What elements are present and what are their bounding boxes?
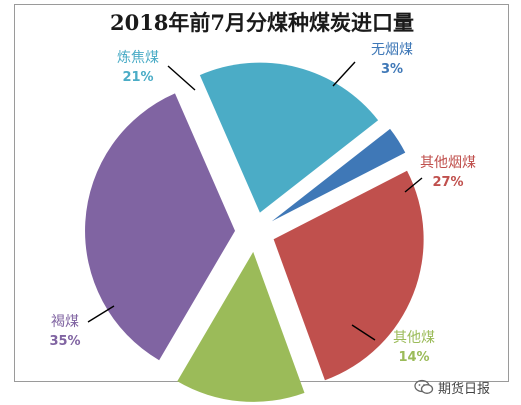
leader-lines — [87, 61, 423, 341]
leader-line — [404, 177, 423, 193]
slice-labels: 无烟煤 3% 其他烟煤 27% 其他煤 14% 褐煤 35% 炼焦煤 21% — [49, 42, 476, 365]
slice-percent-label: 21% — [122, 70, 153, 85]
watermark: 期货日报 — [414, 376, 490, 398]
slice-name-label: 其他烟煤 — [420, 155, 476, 171]
pie-slice — [177, 251, 305, 402]
slice-percent-label: 27% — [432, 175, 463, 190]
chart-title: 2018年前7月分煤种煤炭进口量 — [110, 10, 414, 35]
leader-line — [351, 324, 376, 341]
leader-line — [87, 305, 115, 323]
pie-slice — [199, 62, 379, 213]
pie-slices — [85, 62, 424, 402]
watermark-text: 期货日报 — [438, 381, 491, 397]
slice-name-label: 褐煤 — [51, 314, 79, 330]
slice-name-label: 炼焦煤 — [117, 50, 159, 66]
slice-name-label: 其他煤 — [393, 330, 435, 346]
slice-percent-label: 35% — [49, 334, 80, 349]
pie-slice — [85, 93, 236, 361]
pie-slice — [273, 170, 424, 381]
wechat-icon — [414, 379, 434, 394]
pie-slice — [271, 128, 406, 222]
leader-line — [167, 65, 196, 91]
leader-line — [332, 61, 356, 87]
slice-name-label: 无烟煤 — [371, 42, 413, 58]
slice-percent-label: 14% — [398, 350, 429, 365]
slice-percent-label: 3% — [381, 62, 403, 77]
